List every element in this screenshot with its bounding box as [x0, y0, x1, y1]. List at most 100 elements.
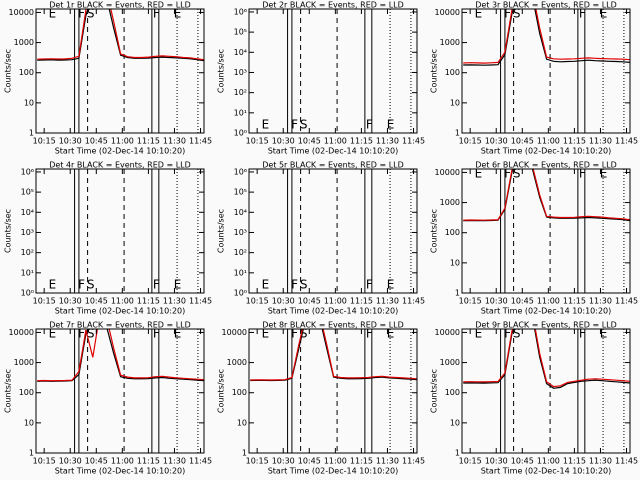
x-axis-title: Start Time (02-Dec-14 10:10:20)	[268, 147, 399, 156]
x-tick-label: 10:15	[33, 137, 56, 146]
chart-title: Det 9r BLACK = Events, RED = LLD	[475, 321, 617, 330]
event-label: E	[174, 7, 182, 21]
series-line	[37, 9, 204, 61]
y-tick-label: 10000	[435, 168, 460, 177]
plot-frame	[35, 328, 205, 454]
plot-frame	[248, 168, 418, 294]
series-line	[463, 9, 630, 64]
x-axis-title: Start Time (02-Dec-14 10:10:20)	[55, 147, 186, 156]
x-tick-label: 11:45	[189, 137, 212, 146]
plot-frame	[461, 168, 631, 294]
y-tick-label: 10000	[9, 8, 34, 17]
y-tick-label: 10⁵	[21, 188, 34, 197]
event-label: S	[513, 327, 521, 341]
event-label: E	[475, 327, 483, 341]
event-label: F	[579, 167, 586, 181]
x-tick-label: 10:15	[246, 137, 269, 146]
event-label: E	[600, 7, 608, 21]
event-label: E	[49, 327, 57, 341]
x-tick-label: 10:45	[85, 297, 108, 306]
x-tick-label: 11:00	[111, 457, 134, 466]
event-label: S	[300, 118, 308, 132]
event-label: E	[600, 167, 608, 181]
event-label: E	[387, 278, 395, 292]
x-tick-label: 10:15	[246, 457, 269, 466]
y-tick-label: 10⁰	[21, 289, 34, 298]
x-tick-label: 11:00	[111, 297, 134, 306]
event-label: E	[387, 327, 395, 341]
y-tick-label: 10⁶	[234, 167, 247, 176]
x-tick-label: 11:45	[402, 297, 425, 306]
event-label: S	[513, 167, 521, 181]
y-tick-label: 10³	[21, 228, 34, 237]
x-tick-label: 11:00	[324, 297, 347, 306]
x-tick-label: 11:30	[589, 297, 612, 306]
event-label: E	[600, 327, 608, 341]
y-tick-label: 10	[24, 418, 34, 427]
x-tick-label: 11:45	[402, 457, 425, 466]
x-tick-label: 10:15	[459, 137, 482, 146]
x-tick-label: 11:15	[563, 137, 586, 146]
x-tick-label: 11:15	[350, 457, 373, 466]
x-tick-label: 11:00	[537, 297, 560, 306]
event-label: F	[78, 7, 85, 21]
x-axis-title: Start Time (02-Dec-14 10:10:20)	[55, 467, 186, 476]
event-label: F	[504, 327, 511, 341]
x-tick-label: 11:00	[324, 457, 347, 466]
y-tick-label: 10⁶	[21, 167, 34, 176]
event-label: E	[387, 118, 395, 132]
y-tick-label: 10	[450, 98, 460, 107]
x-tick-label: 10:45	[298, 297, 321, 306]
chart-title: Det 7r BLACK = Events, RED = LLD	[49, 321, 191, 330]
y-tick-label: 10³	[234, 68, 247, 77]
x-tick-label: 11:15	[563, 457, 586, 466]
x-tick-label: 10:30	[59, 297, 82, 306]
y-tick-label: 10¹	[234, 108, 247, 117]
y-tick-label: 10	[450, 258, 460, 267]
event-label: F	[153, 327, 160, 341]
chart-title: Det 1r BLACK = Events, RED = LLD	[49, 1, 191, 10]
x-tick-label: 10:45	[298, 457, 321, 466]
event-label: F	[366, 278, 373, 292]
y-tick-label: 100	[19, 388, 34, 397]
x-tick-label: 11:15	[137, 457, 160, 466]
x-tick-label: 11:30	[376, 137, 399, 146]
chart-title: Det 2r BLACK = Events, RED = LLD	[262, 1, 404, 10]
y-tick-label: 10000	[435, 328, 460, 337]
x-tick-label: 10:45	[511, 297, 534, 306]
y-tick-label: 10²	[234, 248, 247, 257]
event-label: E	[262, 118, 270, 132]
event-label: F	[579, 7, 586, 21]
y-tick-label: 10	[237, 418, 247, 427]
series-line	[463, 169, 630, 221]
x-tick-label: 11:00	[324, 137, 347, 146]
y-tick-label: 10	[450, 418, 460, 427]
x-tick-label: 10:15	[246, 297, 269, 306]
x-tick-label: 10:15	[459, 297, 482, 306]
chart-title: Det 4r BLACK = Events, RED = LLD	[49, 161, 191, 170]
y-axis-title: Counts/sec	[217, 49, 226, 93]
y-tick-label: 10⁵	[234, 188, 247, 197]
event-label: F	[153, 278, 160, 292]
y-tick-label: 1000	[14, 38, 34, 47]
x-tick-label: 11:30	[163, 137, 186, 146]
y-tick-label: 1000	[440, 358, 460, 367]
y-tick-label: 10000	[222, 328, 247, 337]
y-tick-label: 10⁴	[21, 208, 34, 217]
x-tick-label: 10:45	[298, 137, 321, 146]
x-tick-label: 10:30	[272, 457, 295, 466]
event-label: S	[300, 278, 308, 292]
event-label: E	[262, 278, 270, 292]
y-tick-label: 10	[24, 98, 34, 107]
plot-frame	[461, 8, 631, 134]
plot-frame	[35, 168, 205, 294]
y-axis-title: Counts/sec	[4, 369, 13, 413]
x-tick-label: 10:45	[85, 457, 108, 466]
x-axis-title: Start Time (02-Dec-14 10:10:20)	[268, 467, 399, 476]
x-tick-label: 10:30	[485, 457, 508, 466]
y-axis-title: Counts/sec	[430, 49, 439, 93]
event-label: E	[174, 327, 182, 341]
y-tick-label: 1	[455, 129, 460, 138]
y-tick-label: 1000	[227, 358, 247, 367]
